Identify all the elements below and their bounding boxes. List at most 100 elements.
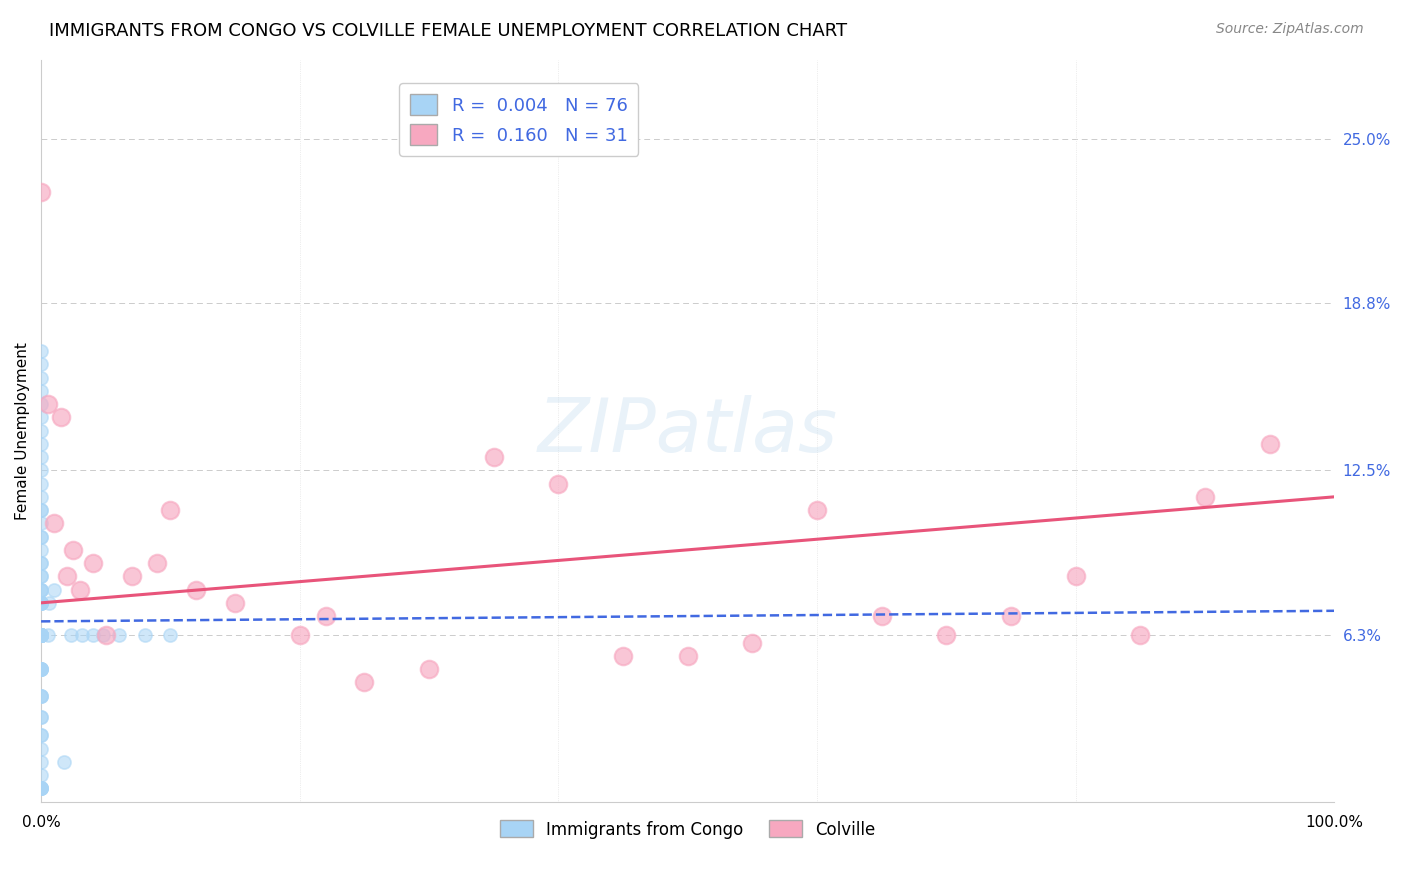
Point (30, 450, 52, 464)
Point (30, 437, 52, 451)
Point (30, 781, 52, 796)
Point (30, 627, 52, 641)
Point (30, 530, 52, 544)
Point (30, 556, 52, 570)
Point (38, 596, 60, 610)
Point (30, 542, 52, 557)
Point (59, 627, 82, 641)
Point (30, 781, 52, 796)
Point (30, 397, 52, 411)
Point (30, 357, 52, 371)
Point (30, 627, 52, 641)
Point (30, 627, 52, 641)
Point (30, 627, 52, 641)
Point (676, 648, 699, 663)
Point (30, 662, 52, 676)
Legend: Immigrants from Congo, Colville: Immigrants from Congo, Colville (494, 814, 883, 846)
Point (30, 370, 52, 384)
Point (30, 476, 52, 491)
Point (30, 689, 52, 703)
Point (42, 516, 65, 531)
Point (30, 582, 52, 597)
Point (37, 627, 59, 641)
Point (30, 596, 52, 610)
Point (91, 627, 114, 641)
Point (418, 662, 440, 676)
Point (30, 662, 52, 676)
Point (30, 689, 52, 703)
Point (186, 582, 208, 597)
Point (30, 627, 52, 641)
Point (30, 596, 52, 610)
Point (30, 781, 52, 796)
Point (30, 490, 52, 504)
Point (30, 627, 52, 641)
Point (94, 627, 117, 641)
Point (612, 648, 634, 663)
Point (30, 596, 52, 610)
Point (30, 662, 52, 676)
Point (30, 627, 52, 641)
Point (42, 582, 65, 597)
Point (159, 503, 181, 517)
Point (30, 582, 52, 597)
Point (30, 582, 52, 597)
Point (53, 755, 76, 769)
Point (30, 741, 52, 756)
Point (30, 530, 52, 544)
Point (935, 627, 957, 641)
Point (30, 689, 52, 703)
Point (30, 503, 52, 517)
Point (741, 635, 763, 649)
Point (62, 542, 84, 557)
Point (30, 463, 52, 477)
Text: IMMIGRANTS FROM CONGO VS COLVILLE FEMALE UNEMPLOYMENT CORRELATION CHART: IMMIGRANTS FROM CONGO VS COLVILLE FEMALE… (49, 22, 848, 40)
Point (315, 609, 337, 624)
Point (30, 627, 52, 641)
Text: Source: ZipAtlas.com: Source: ZipAtlas.com (1216, 22, 1364, 37)
Point (1194, 490, 1216, 504)
Point (1000, 609, 1022, 624)
Point (30, 596, 52, 610)
Point (30, 627, 52, 641)
Point (30, 185, 52, 199)
Point (1064, 569, 1087, 583)
Point (56, 569, 79, 583)
Point (30, 662, 52, 676)
Point (107, 627, 129, 641)
Point (224, 596, 246, 610)
Point (146, 556, 169, 570)
Point (121, 569, 143, 583)
Point (1129, 627, 1152, 641)
Point (30, 627, 52, 641)
Point (82, 627, 104, 641)
Point (30, 627, 52, 641)
Point (30, 627, 52, 641)
Y-axis label: Female Unemployment: Female Unemployment (15, 342, 30, 519)
Point (134, 627, 156, 641)
Point (482, 450, 505, 464)
Point (30, 516, 52, 531)
Point (30, 781, 52, 796)
Point (30, 710, 52, 724)
Point (30, 410, 52, 425)
Point (30, 424, 52, 438)
Point (547, 476, 569, 491)
Point (30, 627, 52, 641)
Point (30, 627, 52, 641)
Point (30, 627, 52, 641)
Point (288, 627, 311, 641)
Point (49, 410, 72, 425)
Point (69, 582, 91, 597)
Point (30, 556, 52, 570)
Point (30, 728, 52, 742)
Point (82, 556, 104, 570)
Point (30, 344, 52, 359)
Point (30, 728, 52, 742)
Point (30, 503, 52, 517)
Point (30, 569, 52, 583)
Point (159, 627, 181, 641)
Point (30, 710, 52, 724)
Point (30, 662, 52, 676)
Point (806, 503, 828, 517)
